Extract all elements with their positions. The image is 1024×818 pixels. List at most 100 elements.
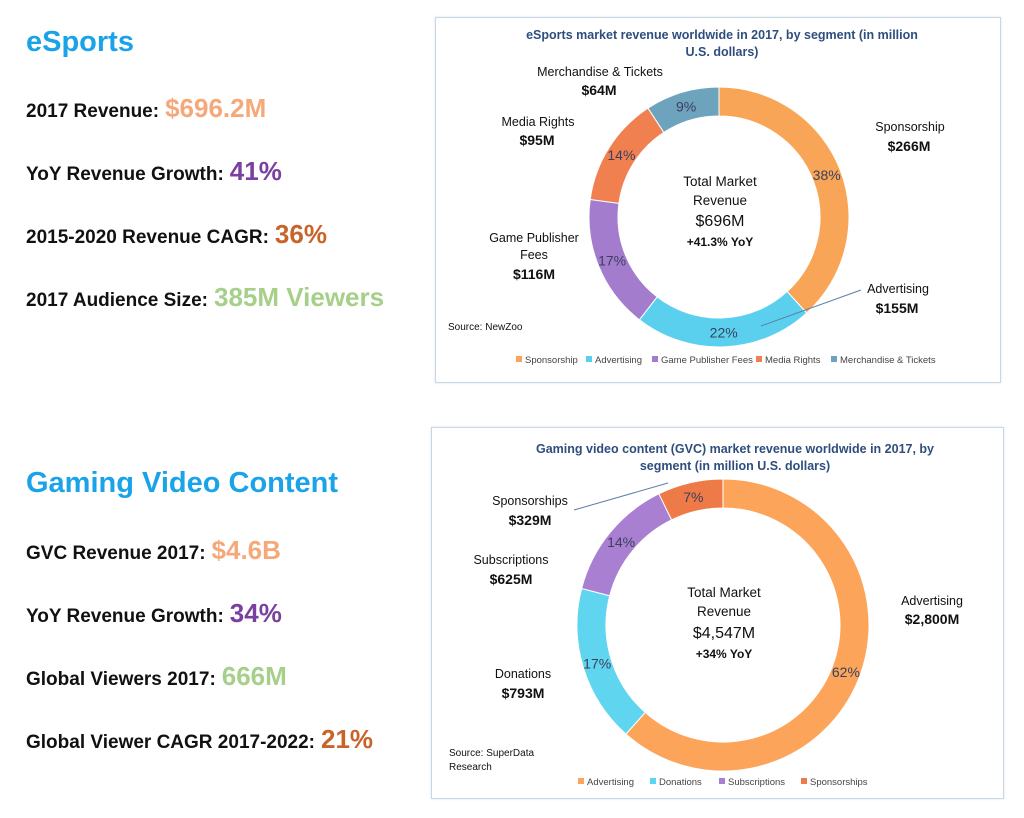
segment-label-sponsorship: Sponsorship	[875, 120, 945, 134]
segment-value-donations: $793M	[502, 685, 545, 701]
segment-label-sponsorships: Sponsorships	[492, 494, 568, 508]
stat-separator: :	[308, 732, 315, 753]
segment-label-game-publisher-fees: Fees	[520, 248, 548, 262]
esports-title: eSports	[26, 26, 134, 58]
segment-value-game-publisher-fees: $116M	[513, 266, 555, 282]
legend-swatch	[650, 778, 656, 784]
legend-item-label: Sponsorship	[525, 355, 578, 366]
segment-label-advertising: Advertising	[867, 282, 929, 296]
stat-separator: :	[152, 101, 160, 122]
slice-percent-label: 62%	[832, 664, 860, 680]
legend-swatch	[719, 778, 725, 784]
sponsorships-leader-line	[573, 482, 669, 511]
segment-value-advertising: $2,800M	[905, 611, 959, 627]
segment-value-sponsorships: $329M	[509, 512, 552, 528]
legend-item-label: Sponsorships	[810, 777, 868, 788]
stat-label: 2017 Revenue	[26, 101, 153, 122]
chart-title-line: segment (in million U.S. dollars)	[640, 459, 830, 473]
legend-swatch	[756, 356, 762, 362]
donut-slice-advertising	[625, 478, 870, 772]
stat-value: $696.2M	[165, 93, 267, 123]
legend-item-label: Subscriptions	[728, 777, 785, 788]
legend-swatch	[831, 356, 837, 362]
slice-percent-label: 17%	[583, 655, 611, 671]
segment-label-subscriptions: Subscriptions	[473, 553, 548, 567]
stat-separator: :	[217, 164, 224, 185]
chart-legend: Advertising Donations Subscriptions Sponsor…	[578, 777, 868, 788]
chart-title-line: eSports market revenue worldwide in 2017…	[526, 28, 918, 42]
chart-source: Research	[449, 762, 492, 773]
donut-slice-sponsorships	[658, 478, 724, 521]
stat-row: 2015-2020 Revenue CAGR: 36%	[26, 219, 327, 250]
legend-swatch	[578, 778, 584, 784]
slice-percent-label: 17%	[598, 253, 626, 269]
stat-label: YoY Revenue Growth	[26, 164, 218, 185]
stat-value: 385M Viewers	[214, 282, 385, 312]
stat-separator: :	[262, 227, 269, 248]
stat-separator: :	[201, 290, 208, 311]
slice-percent-label: 14%	[607, 147, 635, 163]
stat-row: Global Viewer CAGR 2017-2022: 21%	[26, 724, 373, 755]
stat-label: 2015-2020 Revenue CAGR	[26, 227, 263, 248]
stat-value: 21%	[321, 724, 374, 754]
advertising-leader-line	[760, 289, 862, 327]
center-total-value: $4,547M	[693, 625, 755, 642]
stat-label: YoY Revenue Growth	[26, 606, 218, 627]
stat-value: $4.6B	[211, 535, 281, 565]
center-growth: +34% YoY	[696, 647, 753, 661]
center-label: Total Market	[687, 585, 761, 600]
segment-label-media-rights: Media Rights	[502, 115, 575, 129]
segment-value-merchandise-tickets: $64M	[581, 82, 616, 98]
stat-row: Global Viewers 2017: 666M	[26, 661, 287, 692]
slice-percent-label: 7%	[683, 489, 703, 505]
esports-donut-chart: eSports market revenue worldwide in 2017…	[448, 28, 945, 366]
stat-separator: :	[199, 543, 206, 564]
chart-source: Source: SuperData	[449, 748, 534, 759]
stat-value: 666M	[221, 661, 287, 691]
center-label: Revenue	[693, 193, 747, 208]
stat-label: 2017 Audience Size	[26, 290, 202, 311]
segment-value-advertising: $155M	[876, 300, 919, 316]
center-label: Revenue	[697, 604, 751, 619]
legend-item-label: Game Publisher Fees	[661, 355, 753, 366]
slice-percent-label: 9%	[676, 98, 696, 114]
stat-row: YoY Revenue Growth: 41%	[26, 156, 282, 187]
stat-separator: :	[217, 606, 224, 627]
gvc-title: Gaming Video Content	[26, 467, 339, 499]
gvc-chart-panel: Gaming video content (GVC) market revenu…	[431, 427, 1004, 799]
stat-separator: :	[209, 669, 216, 690]
stat-label: Global Viewers 2017	[26, 669, 210, 690]
legend-swatch	[801, 778, 807, 784]
segment-label-donations: Donations	[495, 667, 551, 681]
segment-label-advertising: Advertising	[901, 594, 963, 608]
stat-value: 34%	[229, 598, 282, 628]
stat-row: 2017 Audience Size: 385M Viewers	[26, 282, 384, 313]
segment-value-sponsorship: $266M	[888, 138, 931, 154]
segment-label-game-publisher-fees: Game Publisher	[489, 231, 579, 245]
slice-percent-label: 14%	[607, 534, 635, 550]
segment-value-subscriptions: $625M	[490, 571, 533, 587]
legend-item-label: Advertising	[595, 355, 642, 366]
legend-item-label: Advertising	[587, 777, 634, 788]
segment-value-media-rights: $95M	[519, 132, 554, 148]
chart-source: Source: NewZoo	[448, 322, 523, 333]
center-total-value: $696M	[696, 213, 745, 230]
segment-label-merchandise-tickets: Merchandise & Tickets	[537, 65, 663, 79]
legend-swatch	[516, 356, 522, 362]
center-label: Total Market	[683, 174, 757, 189]
center-growth: +41.3% YoY	[687, 235, 754, 249]
slice-percent-label: 38%	[813, 167, 841, 183]
stat-label: GVC Revenue 2017	[26, 543, 200, 564]
stat-row: YoY Revenue Growth: 34%	[26, 598, 282, 629]
legend-item-label: Donations	[659, 777, 702, 788]
chart-legend: Sponsorship Advertising Game Publisher Fee…	[516, 355, 936, 366]
legend-swatch	[652, 356, 658, 362]
stat-label: Global Viewer CAGR 2017-2022	[26, 732, 309, 753]
gvc-donut-chart: Gaming video content (GVC) market revenu…	[449, 442, 963, 788]
slice-percent-label: 22%	[710, 324, 738, 340]
stat-value: 41%	[229, 156, 282, 186]
stat-row: 2017 Revenue: $696.2M	[26, 93, 266, 124]
stat-value: 36%	[274, 219, 327, 249]
esports-chart-panel: eSports market revenue worldwide in 2017…	[435, 17, 1001, 383]
legend-item-label: Media Rights	[765, 355, 821, 366]
